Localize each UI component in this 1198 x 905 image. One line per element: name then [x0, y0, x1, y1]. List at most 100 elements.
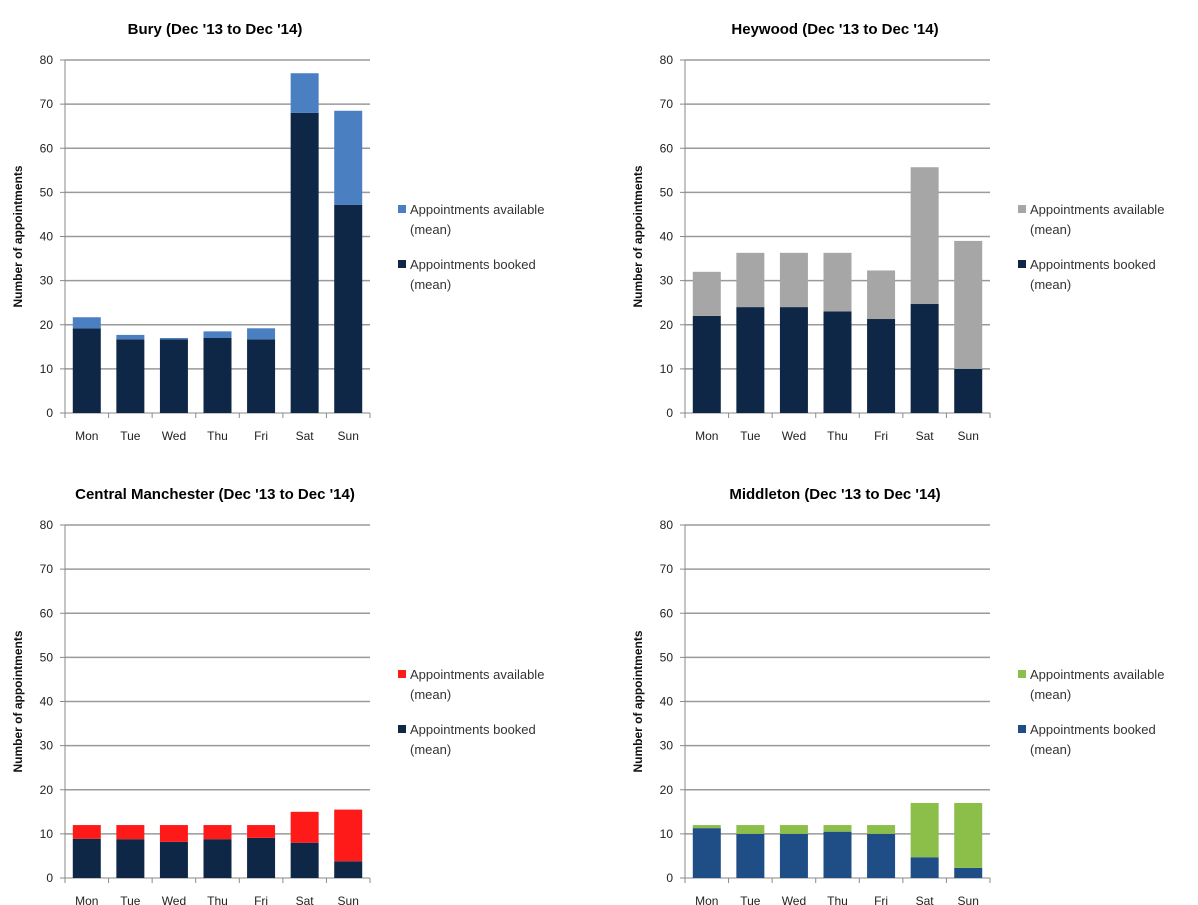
x-tick-label: Fri — [874, 894, 888, 905]
legend-swatch — [1018, 725, 1026, 733]
bar-booked-tue — [736, 307, 765, 413]
y-tick-label: 30 — [40, 739, 54, 753]
x-tick-label: Fri — [254, 894, 268, 905]
bar-available-sat — [910, 167, 939, 305]
x-tick-label: Thu — [207, 894, 228, 905]
y-tick-label: 20 — [660, 318, 674, 332]
bar-booked-mon — [692, 828, 721, 878]
bar-available-tue — [116, 334, 145, 340]
y-tick-label: 70 — [660, 97, 674, 111]
bar-available-thu — [823, 252, 852, 312]
y-tick-label: 60 — [40, 606, 54, 620]
x-tick-label: Tue — [740, 429, 761, 443]
y-tick-label: 80 — [40, 53, 54, 67]
y-axis-label: Number of appointments — [631, 630, 645, 772]
x-tick-label: Wed — [782, 894, 806, 905]
legend-label: Appointments available — [1030, 202, 1164, 217]
y-tick-label: 60 — [660, 141, 674, 155]
y-tick-label: 40 — [660, 230, 674, 244]
x-tick-label: Sat — [296, 894, 315, 905]
y-tick-label: 30 — [660, 739, 674, 753]
x-tick-label: Mon — [75, 429, 98, 443]
y-tick-label: 70 — [660, 562, 674, 576]
x-tick-label: Fri — [254, 429, 268, 443]
bar-booked-sun — [334, 204, 363, 413]
y-tick-label: 0 — [46, 871, 53, 885]
legend-swatch — [398, 260, 406, 268]
x-tick-label: Wed — [162, 894, 186, 905]
bar-booked-wed — [159, 841, 188, 878]
chart-panel-0: Bury (Dec '13 to Dec '14) 0 10 20 30 40 50 60 70… — [11, 21, 544, 443]
legend-label-sub: (mean) — [1030, 742, 1071, 757]
bar-available-sun — [954, 240, 983, 369]
chart-panel-2: Central Manchester (Dec '13 to Dec '14) 0… — [11, 486, 544, 905]
legend-label-sub: (mean) — [410, 222, 451, 237]
chart-title: Middleton (Dec '13 to Dec '14) — [729, 486, 940, 503]
x-tick-label: Sun — [958, 429, 979, 443]
x-tick-label: Mon — [695, 429, 718, 443]
bar-available-wed — [779, 252, 808, 308]
bar-booked-wed — [159, 339, 188, 413]
bar-booked-sat — [290, 112, 319, 413]
bar-available-fri — [867, 270, 896, 320]
bar-available-thu — [823, 825, 852, 832]
bar-available-sat — [910, 802, 939, 858]
bar-available-fri — [247, 328, 276, 340]
bar-available-tue — [736, 252, 765, 308]
bar-booked-sat — [290, 842, 319, 878]
bar-booked-sun — [954, 867, 983, 878]
y-tick-label: 0 — [666, 871, 673, 885]
chart-panel-1: Heywood (Dec '13 to Dec '14) 0 10 20 30 40 50 6… — [631, 21, 1164, 443]
x-tick-label: Sat — [916, 429, 935, 443]
x-tick-label: Sun — [958, 894, 979, 905]
y-tick-label: 50 — [40, 185, 54, 199]
bar-available-fri — [867, 825, 896, 834]
bar-available-tue — [736, 825, 765, 834]
bar-booked-thu — [203, 839, 232, 878]
bar-booked-sat — [910, 304, 939, 413]
y-tick-label: 10 — [40, 827, 54, 841]
bar-booked-sun — [334, 861, 363, 878]
bar-booked-mon — [692, 315, 721, 413]
y-tick-label: 50 — [40, 650, 54, 664]
legend-label: Appointments booked — [410, 257, 536, 272]
y-axis-label: Number of appointments — [11, 630, 25, 772]
legend-label-sub: (mean) — [410, 742, 451, 757]
legend-label: Appointments available — [1030, 667, 1164, 682]
y-tick-label: 20 — [660, 783, 674, 797]
x-tick-label: Sun — [338, 894, 359, 905]
y-tick-label: 50 — [660, 650, 674, 664]
x-tick-label: Thu — [827, 894, 848, 905]
y-axis-label: Number of appointments — [11, 165, 25, 307]
legend-label-sub: (mean) — [1030, 222, 1071, 237]
chart-title: Central Manchester (Dec '13 to Dec '14) — [75, 486, 355, 503]
legend-swatch — [398, 205, 406, 213]
bar-booked-wed — [779, 833, 808, 878]
bar-booked-tue — [116, 339, 145, 413]
bar-available-sun — [334, 809, 363, 862]
legend-swatch — [1018, 670, 1026, 678]
x-tick-label: Mon — [75, 894, 98, 905]
y-tick-label: 80 — [40, 518, 54, 532]
legend-label: Appointments available — [410, 202, 544, 217]
x-tick-label: Sat — [916, 894, 935, 905]
y-tick-label: 40 — [660, 695, 674, 709]
bar-booked-tue — [116, 839, 145, 878]
legend-swatch — [1018, 205, 1026, 213]
chart-title: Heywood (Dec '13 to Dec '14) — [731, 21, 938, 38]
y-tick-label: 40 — [40, 230, 54, 244]
y-tick-label: 0 — [46, 406, 53, 420]
y-tick-label: 70 — [40, 562, 54, 576]
legend-label: Appointments booked — [1030, 257, 1156, 272]
y-tick-label: 20 — [40, 783, 54, 797]
legend-label-sub: (mean) — [410, 277, 451, 292]
chart-panel-3: Middleton (Dec '13 to Dec '14) 0 10 20 30 40 5… — [631, 486, 1164, 905]
y-tick-label: 50 — [660, 185, 674, 199]
bar-booked-fri — [867, 833, 896, 878]
bar-booked-fri — [247, 837, 276, 878]
y-tick-label: 80 — [660, 518, 674, 532]
bar-booked-mon — [72, 328, 101, 413]
y-tick-label: 10 — [660, 827, 674, 841]
